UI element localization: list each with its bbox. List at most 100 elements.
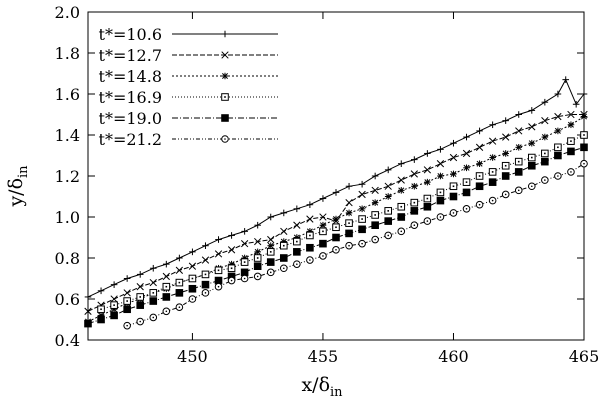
data-point xyxy=(384,193,392,200)
data-point xyxy=(306,201,314,208)
data-point xyxy=(253,262,262,270)
data-point xyxy=(562,76,570,83)
data-point xyxy=(136,301,145,309)
data-point xyxy=(450,170,457,178)
data-point xyxy=(332,223,340,232)
data-point xyxy=(410,198,419,207)
data-point xyxy=(554,151,562,160)
data-point xyxy=(488,178,497,186)
series-1 xyxy=(84,76,588,301)
data-point xyxy=(201,256,210,264)
data-point xyxy=(266,248,275,256)
data-point xyxy=(397,160,405,167)
data-point xyxy=(358,205,366,213)
data-point xyxy=(306,231,314,240)
data-point xyxy=(371,186,379,195)
data-point xyxy=(580,131,588,139)
data-point xyxy=(345,182,353,190)
series-line xyxy=(100,134,585,310)
data-point xyxy=(240,258,249,266)
data-point xyxy=(227,276,236,285)
data-point xyxy=(345,198,353,207)
data-point xyxy=(221,30,229,38)
data-point xyxy=(410,170,418,178)
data-point xyxy=(514,168,523,176)
data-point xyxy=(345,209,353,217)
y-tick-label: 0.4 xyxy=(55,331,80,350)
data-point xyxy=(221,72,229,80)
data-point xyxy=(214,266,223,275)
data-point xyxy=(163,260,170,268)
legend-label: t*=12.7 xyxy=(99,46,162,65)
data-point xyxy=(84,307,92,315)
data-point xyxy=(450,139,457,147)
data-point xyxy=(149,278,157,287)
legend-label: t*=16.9 xyxy=(99,88,162,107)
data-point xyxy=(476,127,483,135)
data-point xyxy=(488,137,497,145)
legend-item: t*=16.9 xyxy=(99,88,278,107)
legend-label: t*=14.8 xyxy=(99,67,162,86)
data-point xyxy=(201,280,210,289)
data-point xyxy=(214,282,223,291)
data-point xyxy=(240,239,249,248)
x-axis-label-sub: in xyxy=(330,385,343,400)
data-point xyxy=(188,295,197,303)
series-6 xyxy=(123,159,588,330)
data-point xyxy=(527,161,536,170)
data-point xyxy=(436,188,445,197)
data-point xyxy=(175,303,184,312)
data-point xyxy=(541,98,549,106)
data-point xyxy=(149,264,157,272)
data-point xyxy=(488,196,497,205)
y-axis-label-main: y/δ xyxy=(5,178,27,208)
data-point xyxy=(332,215,340,223)
data-point xyxy=(267,213,275,221)
data-point xyxy=(162,307,171,316)
data-point xyxy=(319,227,327,236)
data-point xyxy=(123,305,131,314)
data-point xyxy=(371,172,379,180)
data-point xyxy=(528,123,536,131)
data-point xyxy=(554,90,562,98)
data-point xyxy=(332,246,340,254)
data-point xyxy=(214,250,223,258)
data-point xyxy=(475,182,484,191)
data-point xyxy=(149,297,158,305)
data-point xyxy=(306,215,314,223)
series-layer xyxy=(84,76,588,330)
data-point xyxy=(501,172,510,180)
data-point xyxy=(279,241,288,250)
data-point xyxy=(449,182,458,191)
data-point xyxy=(567,137,575,145)
data-point xyxy=(293,248,301,256)
x-tick-label: 450 xyxy=(177,347,208,366)
data-point xyxy=(528,107,536,114)
data-point xyxy=(293,205,301,213)
data-point xyxy=(201,289,210,297)
data-point xyxy=(279,254,288,262)
data-point xyxy=(410,221,419,229)
data-point xyxy=(306,256,314,264)
data-point xyxy=(110,311,118,320)
series-4 xyxy=(97,131,588,314)
data-point xyxy=(215,236,222,243)
data-point xyxy=(449,209,458,217)
y-tick-label: 1.2 xyxy=(55,167,80,186)
data-point xyxy=(541,133,549,141)
data-point xyxy=(240,268,249,277)
data-point xyxy=(580,113,588,120)
data-point xyxy=(554,172,562,180)
data-point xyxy=(97,287,105,295)
data-point xyxy=(502,133,510,141)
y-tick-label: 1.4 xyxy=(55,126,80,145)
data-point xyxy=(280,209,288,217)
data-point xyxy=(423,217,432,225)
data-point xyxy=(541,176,549,184)
data-point xyxy=(515,144,523,151)
legend-item: t*=10.6 xyxy=(99,25,278,44)
data-point xyxy=(162,282,171,291)
data-point xyxy=(306,243,314,252)
data-point xyxy=(371,199,379,206)
tick-group: 450 455 460 465 0.4 0.6 0.8 1.0 1.2 1.4 1.6 1.8 2.0 xyxy=(55,3,600,366)
